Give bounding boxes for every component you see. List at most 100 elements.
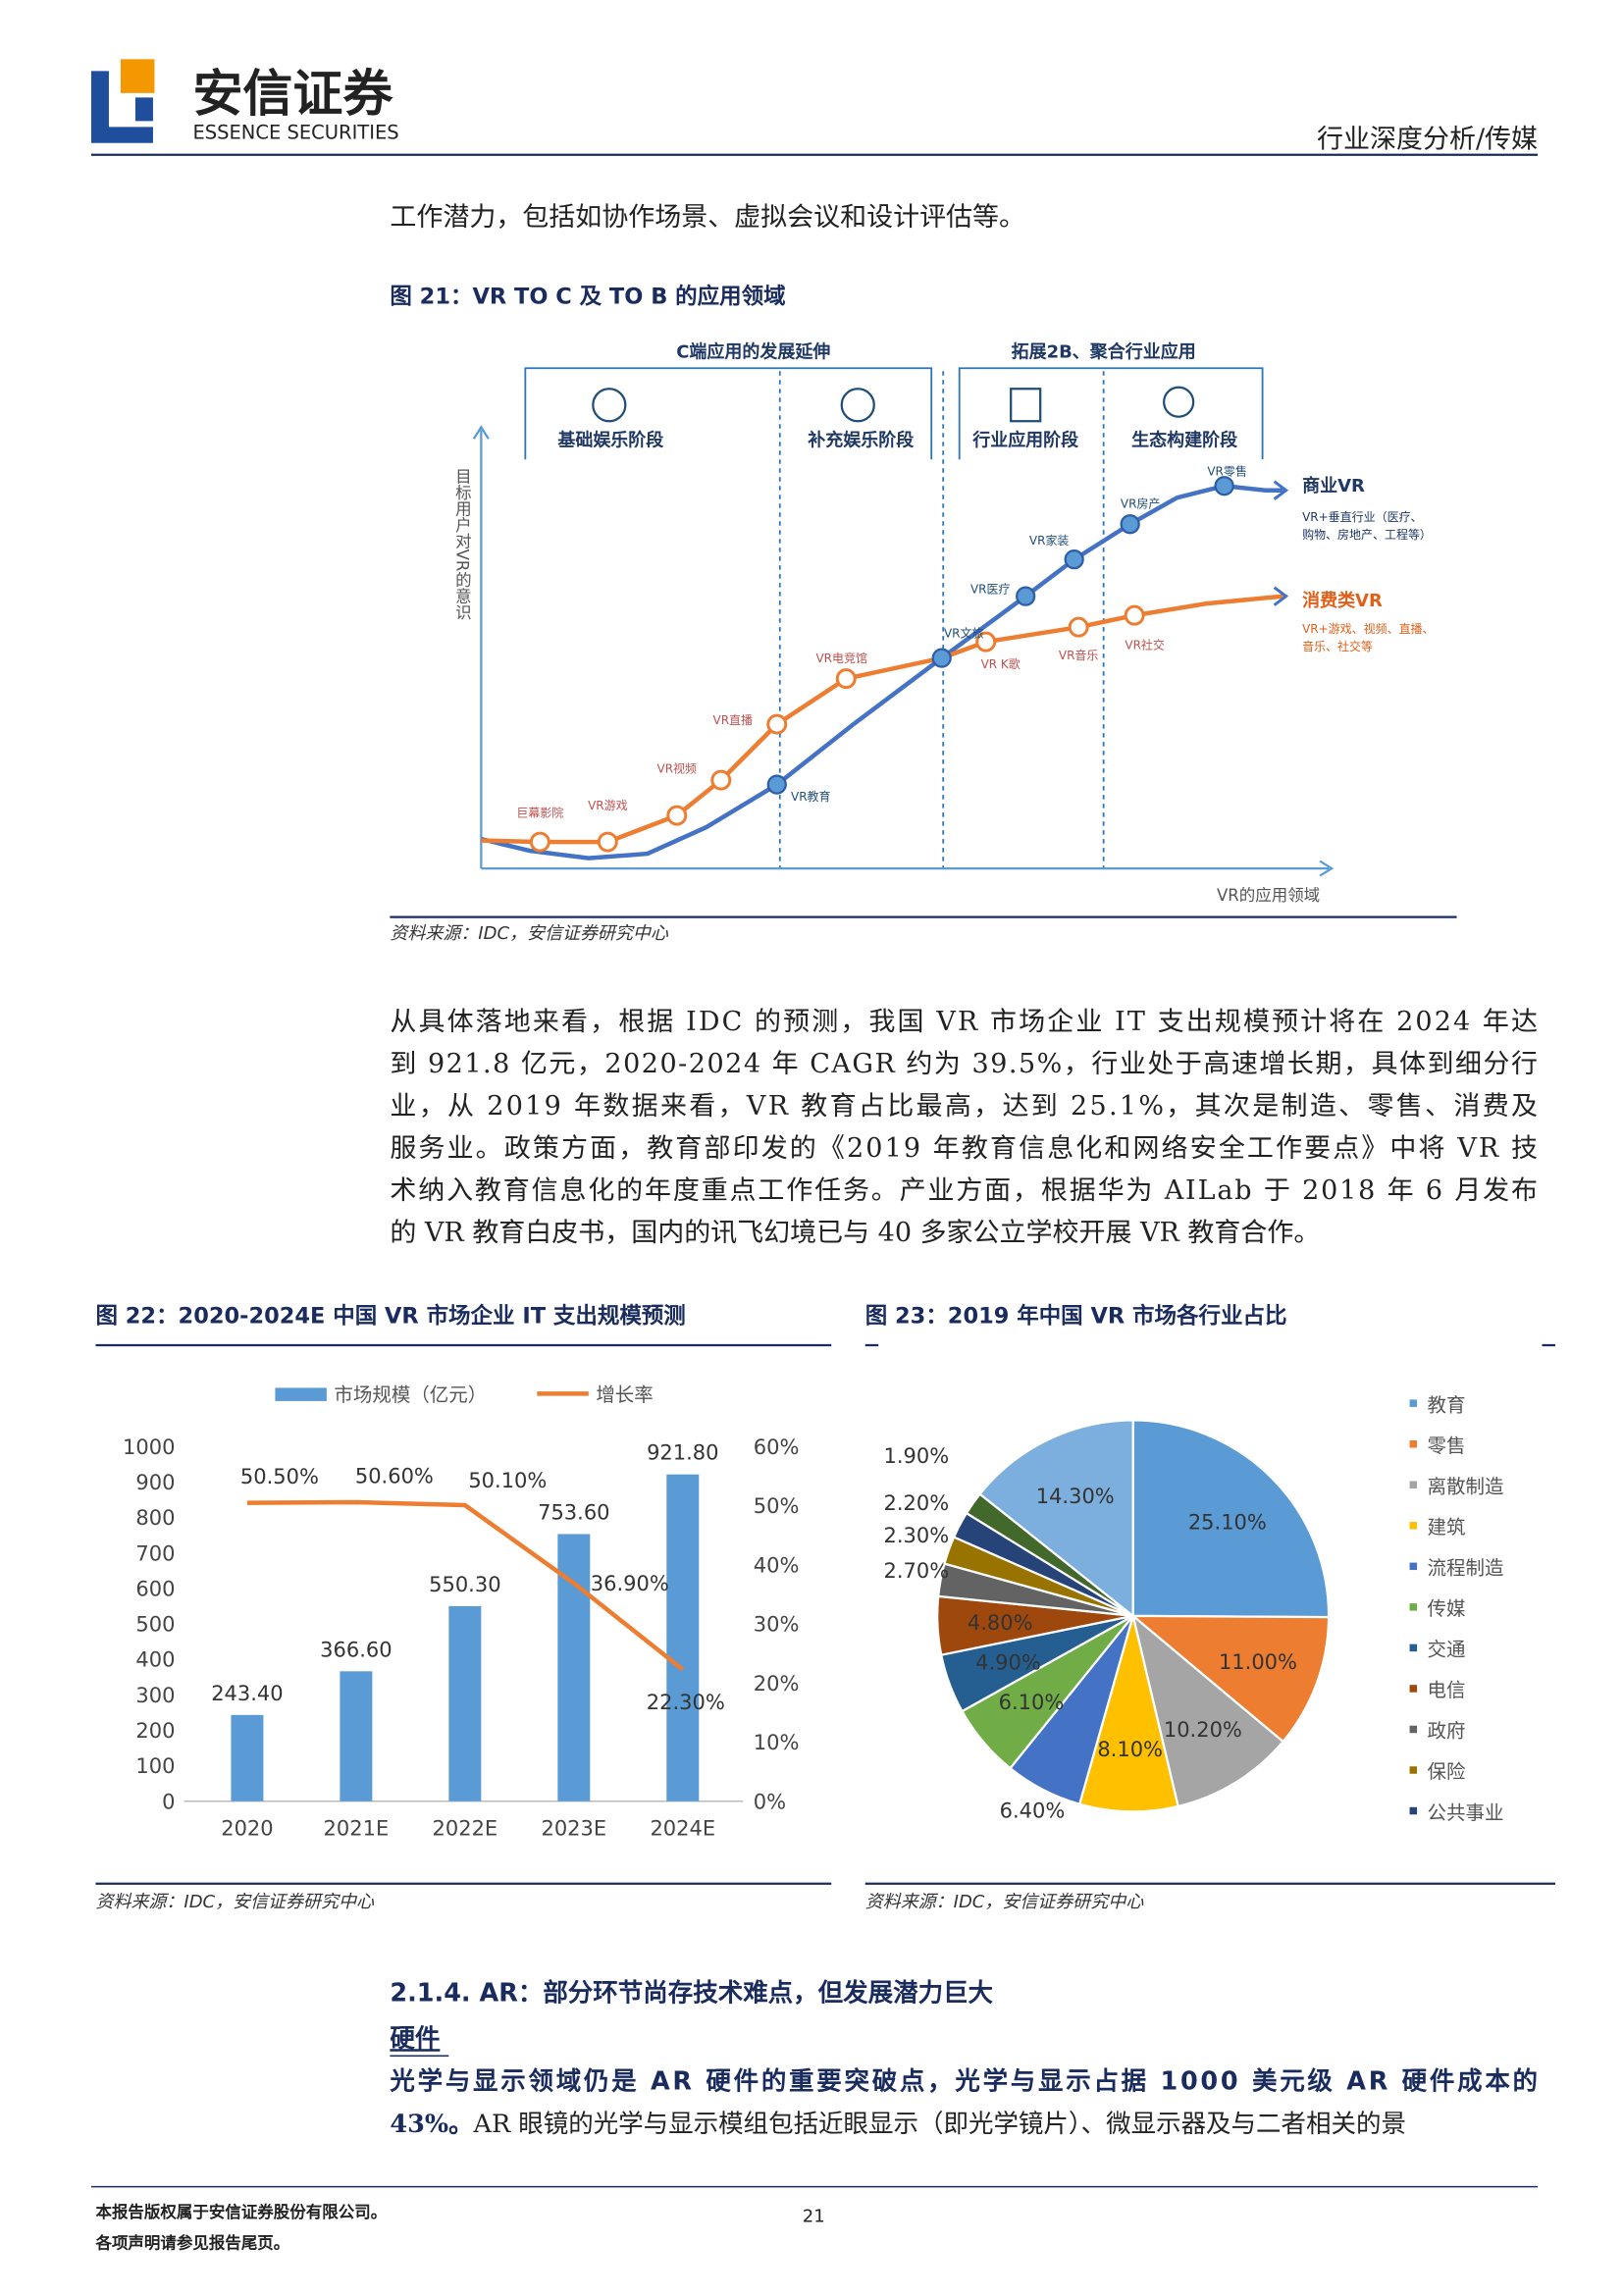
pie-slice <box>1130 1612 1285 1808</box>
legend-label: 建筑 <box>1428 1516 1466 1539</box>
point-label: VR零售 <box>1207 464 1247 479</box>
stage-label: 生态构建阶段 <box>1131 430 1237 451</box>
y2-tick-label: 20% <box>754 1672 800 1696</box>
legend-label: 增长率 <box>596 1383 653 1406</box>
y2-tick-label: 30% <box>754 1613 800 1637</box>
point-label: VR社交 <box>1125 638 1165 652</box>
value-label: 1.90% <box>884 1444 950 1468</box>
stage-label: 行业应用阶段 <box>971 430 1078 451</box>
legend-label: 电信 <box>1428 1679 1466 1701</box>
pie-slice <box>1129 1614 1331 1744</box>
value-label: 25.10% <box>1188 1511 1267 1535</box>
section-heading: 2.1.4. AR：部分环节尚存技术难点，但发展潜力巨大 <box>390 1979 993 2009</box>
y2-tick-label: 10% <box>754 1731 800 1754</box>
value-label: 366.60 <box>320 1638 392 1661</box>
legend-label: 离散制造 <box>1428 1475 1504 1497</box>
value-label: 6.10% <box>999 1691 1065 1714</box>
x-tick-label: 2020 <box>221 1816 273 1840</box>
y2-tick-label: 40% <box>754 1553 800 1577</box>
legend-marker <box>1409 1439 1418 1448</box>
logo-en: ESSENCE SECURITIES <box>192 121 398 143</box>
legend-label: 教育 <box>1428 1393 1466 1416</box>
body-text: 到 921.8 亿元，2020-2024 年 CAGR 约为 39.5%，行业处… <box>390 1049 1538 1079</box>
line-desc: 购物、房地产、工程等） <box>1302 527 1432 542</box>
point-label: VR文旅 <box>944 626 984 641</box>
value-label: 243.40 <box>211 1682 283 1705</box>
legend-label: 交通 <box>1428 1639 1466 1661</box>
value-label: 8.10% <box>1097 1738 1163 1761</box>
value-label: 4.80% <box>968 1611 1033 1635</box>
bar <box>340 1671 373 1801</box>
x-axis-label: VR的应用领域 <box>1217 886 1320 905</box>
legend-label: 传媒 <box>1428 1597 1466 1620</box>
bold-text: 43%。 <box>390 2110 473 2139</box>
y-axis-label: 目标用户对VR的意识 <box>452 468 471 620</box>
subheading: 硬件 <box>390 2024 440 2054</box>
legend-label: 市场规模（亿元） <box>334 1383 487 1406</box>
legend-marker <box>1409 1522 1418 1530</box>
legend-marker <box>1409 1806 1418 1815</box>
y2-tick-label: 60% <box>754 1435 800 1459</box>
legend-marker <box>1409 1685 1418 1693</box>
group-label: C端应用的发展延伸 <box>676 341 830 363</box>
value-label: 2.20% <box>884 1491 950 1515</box>
bar <box>448 1605 482 1801</box>
figure-title: 图 23：2019 年中国 VR 市场各行业占比 <box>865 1302 1287 1329</box>
logo-cn: 安信证券 <box>192 66 393 124</box>
y2-tick-label: 50% <box>754 1494 800 1518</box>
x-tick-label: 2023E <box>541 1816 606 1840</box>
body-text: 业，从 2019 年数据来看，VR 教育占比最高，达到 25.1%，其次是制造、… <box>390 1091 1538 1122</box>
body-text: 服务业。政策方面，教育部印发的《2019 年教育信息化和网络安全工作要点》中将 … <box>390 1133 1538 1164</box>
pie-slice <box>1077 1611 1179 1813</box>
value-label: 550.30 <box>429 1573 500 1596</box>
section-tag: 行业深度分析/传媒 <box>1317 124 1538 154</box>
y-tick-label: 200 <box>135 1719 175 1743</box>
footer-text: 本报告版权属于安信证券股份有限公司。 <box>95 2202 387 2221</box>
legend-marker <box>1409 1603 1418 1611</box>
legend-marker <box>1409 1766 1418 1774</box>
value-label: 36.90% <box>591 1572 669 1595</box>
page-number: 21 <box>803 2207 825 2227</box>
x-tick-label: 2022E <box>433 1816 498 1840</box>
legend-label: 公共事业 <box>1428 1801 1504 1824</box>
point-label: VR电竞馆 <box>815 651 866 665</box>
y-tick-label: 1000 <box>123 1435 175 1459</box>
bar <box>231 1714 264 1801</box>
point-label: 巨幕影院 <box>516 807 563 820</box>
bold-text: 光学与显示领域仍是 AR 硬件的重要突破点，光学与显示占据 1000 美元级 A… <box>389 2067 1538 2097</box>
value-label: 50.10% <box>468 1469 547 1492</box>
point-label: VR游戏 <box>588 799 628 812</box>
body-text: AR 眼镜的光学与显示模组包括近眼显示（即光学镜片）、微显示器及与二者相关的景 <box>473 2110 1406 2139</box>
line-name: 商业VR <box>1302 475 1365 496</box>
y-tick-label: 0 <box>162 1790 175 1813</box>
value-label: 2.30% <box>884 1524 950 1547</box>
legend-marker <box>1409 1644 1418 1652</box>
y-tick-label: 800 <box>135 1506 175 1530</box>
line-desc: VR+游戏、视频、直播、 <box>1302 621 1434 636</box>
x-tick-label: 2021E <box>324 1816 390 1840</box>
line <box>246 1499 685 1672</box>
point-label: VR K歌 <box>981 656 1021 671</box>
body-text: 的 VR 教育白皮书，国内的讯飞幻境已与 40 多家公立学校开展 VR 教育合作… <box>390 1218 1320 1248</box>
point-label: VR房产 <box>1121 496 1161 511</box>
point-label: VR家装 <box>1029 533 1070 548</box>
diagram <box>472 367 1335 877</box>
y-tick-label: 900 <box>135 1471 175 1494</box>
figure-title: 图 22：2020-2024E 中国 VR 市场企业 IT 支出规模预测 <box>95 1302 685 1329</box>
source: 资料来源：IDC，安信证券研究中心 <box>865 1892 1145 1912</box>
y-tick-label: 100 <box>135 1754 175 1778</box>
y-tick-label: 700 <box>135 1541 175 1565</box>
value-label: 14.30% <box>1036 1485 1115 1508</box>
pie-slice <box>1131 1419 1331 1619</box>
value-label: 4.90% <box>975 1650 1041 1674</box>
point-label: VR医疗 <box>970 583 1011 597</box>
value-label: 11.00% <box>1219 1650 1297 1674</box>
body-text: 工作潜力，包括如协作场景、虚拟会议和设计评估等。 <box>390 202 1025 233</box>
legend-label: 政府 <box>1428 1720 1466 1743</box>
footer-text: 各项声明请参见报告尾页。 <box>94 2233 289 2253</box>
body-text: 43%。AR 眼镜的光学与显示模组包括近眼显示（即光学镜片）、微显示器及与二者相… <box>390 2110 1406 2139</box>
y2-tick-label: 0% <box>754 1790 786 1813</box>
y-tick-label: 500 <box>135 1613 175 1637</box>
